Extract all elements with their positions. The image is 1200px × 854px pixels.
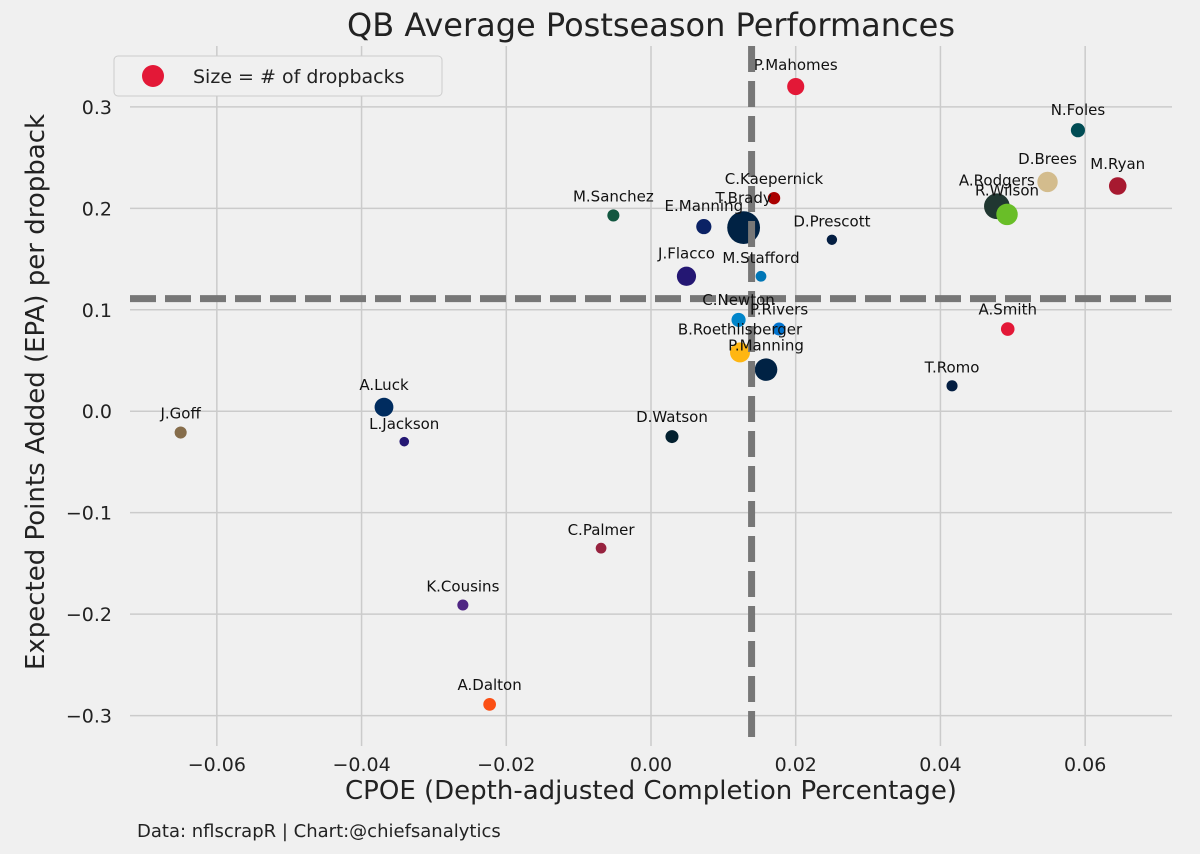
point-label: T.Brady [715, 189, 772, 207]
point-label: C.Kaepernick [725, 170, 824, 188]
x-axis-label: CPOE (Depth-adjusted Completion Percenta… [345, 776, 957, 806]
data-point [946, 380, 958, 392]
point-label: C.Newton [702, 291, 775, 309]
legend-label: Size = # of dropbacks [193, 66, 405, 88]
data-point [767, 191, 781, 205]
point-label: P.Mahomes [754, 56, 838, 74]
point-label: D.Brees [1018, 150, 1077, 168]
data-point [399, 436, 410, 447]
point-label: D.Prescott [793, 213, 870, 231]
point-label: M.Stafford [722, 249, 799, 267]
point-label: P.Rivers [750, 301, 808, 319]
data-point [1108, 177, 1127, 195]
data-point [174, 426, 187, 439]
point-label: A.Smith [979, 300, 1037, 318]
y-tick-label: −0.3 [66, 706, 112, 728]
y-tick-label: 0.1 [82, 300, 112, 322]
point-label: E.Manning [665, 197, 744, 215]
data-point [826, 234, 838, 245]
x-tick-label: 0.02 [775, 754, 817, 776]
data-point [696, 218, 712, 235]
x-tick-label: −0.04 [332, 754, 390, 776]
legend: Size = # of dropbacks [113, 55, 443, 97]
y-tick-label: −0.2 [66, 604, 112, 626]
data-point [727, 211, 761, 244]
data-point [457, 599, 469, 611]
point-label: N.Foles [1051, 101, 1106, 119]
legend-marker [142, 65, 164, 87]
data-point [595, 542, 607, 554]
x-tick-label: 0.04 [919, 754, 961, 776]
legend-box [113, 55, 443, 97]
y-axis-label: Expected Points Added (EPA) per dropback [21, 114, 51, 670]
data-point [483, 698, 496, 711]
point-label: M.Ryan [1090, 155, 1145, 173]
point-labels: P.Mahomes N.Foles M.Ryan D.Brees A.RodgersR.… [159, 56, 1145, 694]
grid [130, 46, 1172, 746]
data-point [1000, 322, 1015, 336]
data-point [374, 397, 394, 417]
point-label: B.Roethlisberger [678, 320, 803, 338]
data-point [1037, 171, 1058, 193]
point-label: C.Palmer [568, 521, 636, 539]
data-point [772, 322, 786, 336]
data-point [607, 209, 620, 222]
x-tick-label: −0.06 [188, 754, 246, 776]
point-label: M.Sanchez [573, 187, 654, 205]
point-label: D.Watson [636, 408, 708, 426]
data-point [676, 266, 697, 286]
y-tick-label: −0.1 [66, 503, 112, 525]
point-label: J.Flacco [657, 245, 715, 263]
point-label: K.Cousins [426, 577, 499, 595]
y-tick-label: 0.0 [82, 401, 112, 423]
point-label: A.Rodgers [959, 171, 1035, 189]
data-point [730, 342, 751, 363]
point-label: A.Luck [359, 376, 409, 394]
data-point [996, 203, 1018, 226]
x-tick-label: 0.06 [1064, 754, 1106, 776]
y-tick-label: 0.2 [82, 198, 112, 220]
y-tick-label: 0.3 [82, 97, 112, 119]
data-point [787, 78, 805, 96]
point-label: J.Goff [159, 404, 201, 422]
data-credit: Data: nflscrapR | Chart:@chiefsanalytics [137, 821, 501, 842]
point-label: P.Manning [728, 336, 804, 354]
data-point [731, 312, 746, 327]
point-label: A.Dalton [458, 676, 522, 694]
data-points [174, 78, 1127, 711]
data-point [1070, 123, 1085, 138]
point-label: R.Wilson [975, 182, 1039, 200]
point-label: L.Jackson [369, 415, 439, 433]
chart-title: QB Average Postseason Performances [347, 6, 955, 44]
data-point [754, 358, 778, 381]
tick-labels: −0.06 −0.04 −0.02 0.00 0.02 0.04 0.06 −0.3 −0.2 −… [66, 97, 1106, 776]
reference-lines [130, 46, 1172, 746]
x-tick-label: −0.02 [477, 754, 535, 776]
point-label: T.Romo [924, 358, 980, 376]
x-tick-label: 0.00 [630, 754, 672, 776]
data-point [755, 270, 767, 282]
data-point [665, 430, 679, 444]
